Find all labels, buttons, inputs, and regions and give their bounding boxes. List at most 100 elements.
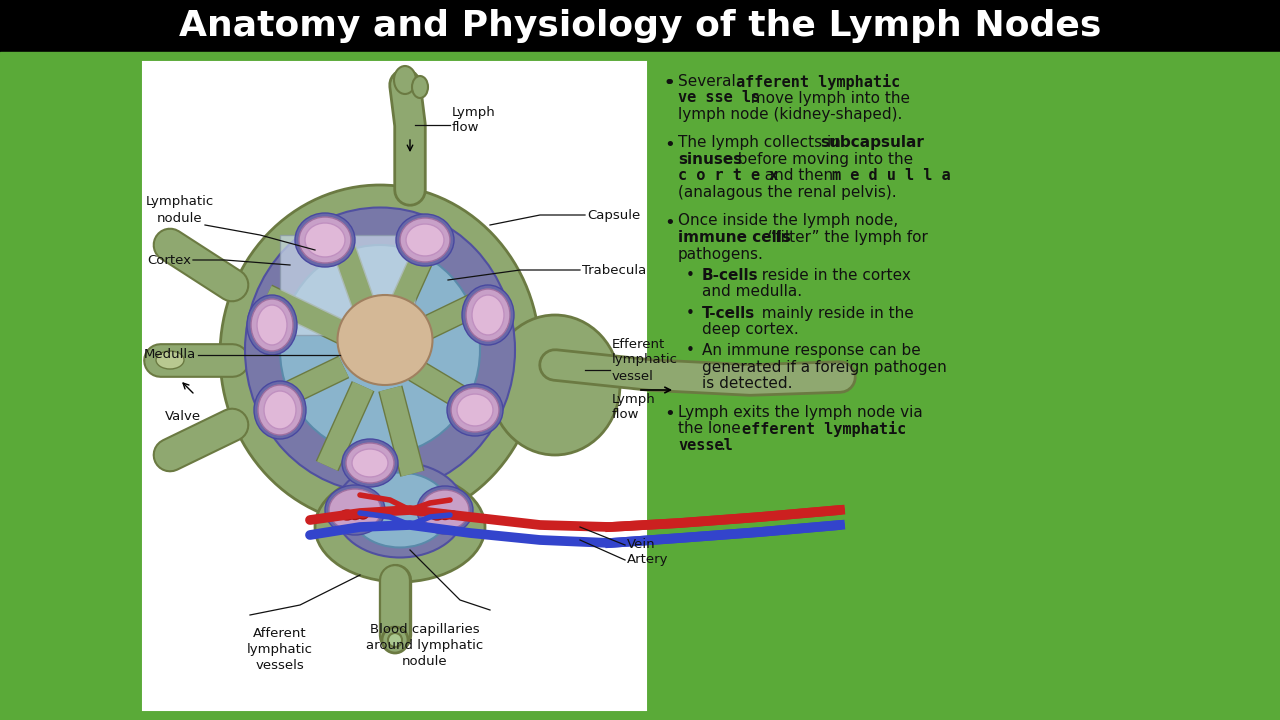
- Text: The lymph collects in: The lymph collects in: [678, 135, 846, 150]
- Text: T-cells: T-cells: [701, 305, 755, 320]
- Text: move lymph into the: move lymph into the: [741, 91, 910, 106]
- Text: c o r t e x: c o r t e x: [678, 168, 778, 184]
- Text: immune cells: immune cells: [678, 230, 791, 245]
- Text: Vein: Vein: [627, 539, 655, 552]
- Bar: [0, 0, 1280, 52]
- Text: Once inside the lymph node,: Once inside the lymph node,: [678, 214, 899, 228]
- Text: Artery: Artery: [627, 554, 668, 567]
- Ellipse shape: [406, 224, 444, 256]
- Text: mainly reside in the: mainly reside in the: [751, 305, 914, 320]
- Text: Lymph
flow: Lymph flow: [612, 393, 655, 421]
- Ellipse shape: [329, 489, 381, 531]
- Text: •: •: [664, 74, 675, 92]
- Ellipse shape: [300, 217, 351, 263]
- Ellipse shape: [358, 511, 369, 519]
- Text: Blood capillaries
around lymphatic
nodule: Blood capillaries around lymphatic nodul…: [366, 623, 484, 668]
- Text: Medulla: Medulla: [143, 348, 196, 361]
- Text: •: •: [686, 343, 695, 359]
- Ellipse shape: [340, 510, 355, 520]
- Ellipse shape: [462, 285, 515, 345]
- Text: and medulla.: and medulla.: [701, 284, 803, 300]
- Text: Anatomy and Physiology of the Lymph Nodes: Anatomy and Physiology of the Lymph Node…: [179, 9, 1101, 43]
- Ellipse shape: [396, 214, 454, 266]
- Text: B-cells: B-cells: [701, 268, 759, 283]
- Ellipse shape: [457, 394, 493, 426]
- Ellipse shape: [352, 449, 388, 477]
- Ellipse shape: [294, 213, 355, 267]
- Ellipse shape: [394, 66, 416, 94]
- Text: •: •: [664, 214, 675, 232]
- Text: •: •: [664, 74, 673, 92]
- Text: before moving into the: before moving into the: [728, 152, 913, 167]
- Ellipse shape: [335, 462, 465, 557]
- Ellipse shape: [253, 381, 306, 439]
- Text: .: .: [719, 438, 724, 453]
- Text: sinuses: sinuses: [678, 152, 742, 167]
- Ellipse shape: [448, 511, 458, 519]
- Ellipse shape: [346, 443, 394, 483]
- Text: deep cortex.: deep cortex.: [701, 322, 799, 337]
- Text: Lymphatic
nodule: Lymphatic nodule: [146, 196, 214, 225]
- Ellipse shape: [490, 315, 620, 455]
- Ellipse shape: [244, 207, 515, 492]
- Text: •: •: [664, 405, 675, 423]
- Text: pathogens.: pathogens.: [678, 246, 764, 261]
- Ellipse shape: [417, 486, 474, 534]
- Text: Afferent
lymphatic
vessels: Afferent lymphatic vessels: [247, 627, 314, 672]
- Text: An immune response can be: An immune response can be: [701, 343, 920, 359]
- Ellipse shape: [388, 633, 402, 647]
- Ellipse shape: [399, 218, 451, 262]
- Ellipse shape: [251, 299, 293, 351]
- Ellipse shape: [325, 485, 385, 535]
- Ellipse shape: [156, 351, 184, 369]
- Text: lymph node (kidney-shaped).: lymph node (kidney-shaped).: [678, 107, 902, 122]
- Ellipse shape: [338, 295, 433, 385]
- Ellipse shape: [247, 295, 297, 355]
- Text: Lymph
flow: Lymph flow: [452, 106, 495, 134]
- Ellipse shape: [257, 305, 287, 345]
- Text: Cortex: Cortex: [147, 253, 191, 266]
- Ellipse shape: [349, 472, 451, 547]
- Ellipse shape: [349, 510, 361, 520]
- Text: •: •: [686, 268, 695, 283]
- Text: Capsule: Capsule: [588, 209, 640, 222]
- Text: Trabecula: Trabecula: [582, 264, 646, 276]
- Ellipse shape: [412, 76, 428, 98]
- Text: (analagous the renal pelvis).: (analagous the renal pelvis).: [678, 185, 896, 200]
- Ellipse shape: [439, 510, 451, 520]
- Ellipse shape: [315, 472, 485, 582]
- Ellipse shape: [259, 385, 302, 435]
- Ellipse shape: [220, 185, 540, 525]
- Text: •: •: [664, 135, 675, 153]
- Text: ve sse ls: ve sse ls: [678, 91, 760, 106]
- Text: m e d u l l a: m e d u l l a: [832, 168, 951, 184]
- Text: is detected.: is detected.: [701, 377, 792, 392]
- Ellipse shape: [342, 439, 398, 487]
- Text: the lone: the lone: [678, 421, 750, 436]
- Ellipse shape: [305, 223, 346, 257]
- Text: Efferent
lymphatic
vessel: Efferent lymphatic vessel: [612, 338, 678, 382]
- Text: Valve: Valve: [165, 410, 201, 423]
- Text: efferent lymphatic: efferent lymphatic: [742, 421, 906, 438]
- Text: generated if a foreign pathogen: generated if a foreign pathogen: [701, 360, 947, 375]
- Text: afferent lymphatic: afferent lymphatic: [736, 74, 900, 90]
- Text: reside in the cortex: reside in the cortex: [751, 268, 910, 283]
- Ellipse shape: [430, 510, 444, 520]
- Bar: [280, 235, 415, 335]
- Ellipse shape: [381, 627, 408, 653]
- Text: •: •: [686, 305, 695, 320]
- Ellipse shape: [451, 388, 499, 432]
- Ellipse shape: [466, 289, 509, 341]
- Ellipse shape: [447, 384, 503, 436]
- Text: subcapsular: subcapsular: [820, 135, 924, 150]
- Ellipse shape: [280, 245, 480, 455]
- Ellipse shape: [472, 295, 504, 335]
- Ellipse shape: [421, 490, 468, 530]
- Text: “filter” the lymph for: “filter” the lymph for: [763, 230, 928, 245]
- Text: Several: Several: [678, 74, 745, 89]
- Text: Lymph exits the lymph node via: Lymph exits the lymph node via: [678, 405, 923, 420]
- Ellipse shape: [264, 391, 296, 429]
- Text: and then: and then: [755, 168, 842, 184]
- Bar: [143, 62, 646, 710]
- Text: vessel: vessel: [678, 438, 732, 453]
